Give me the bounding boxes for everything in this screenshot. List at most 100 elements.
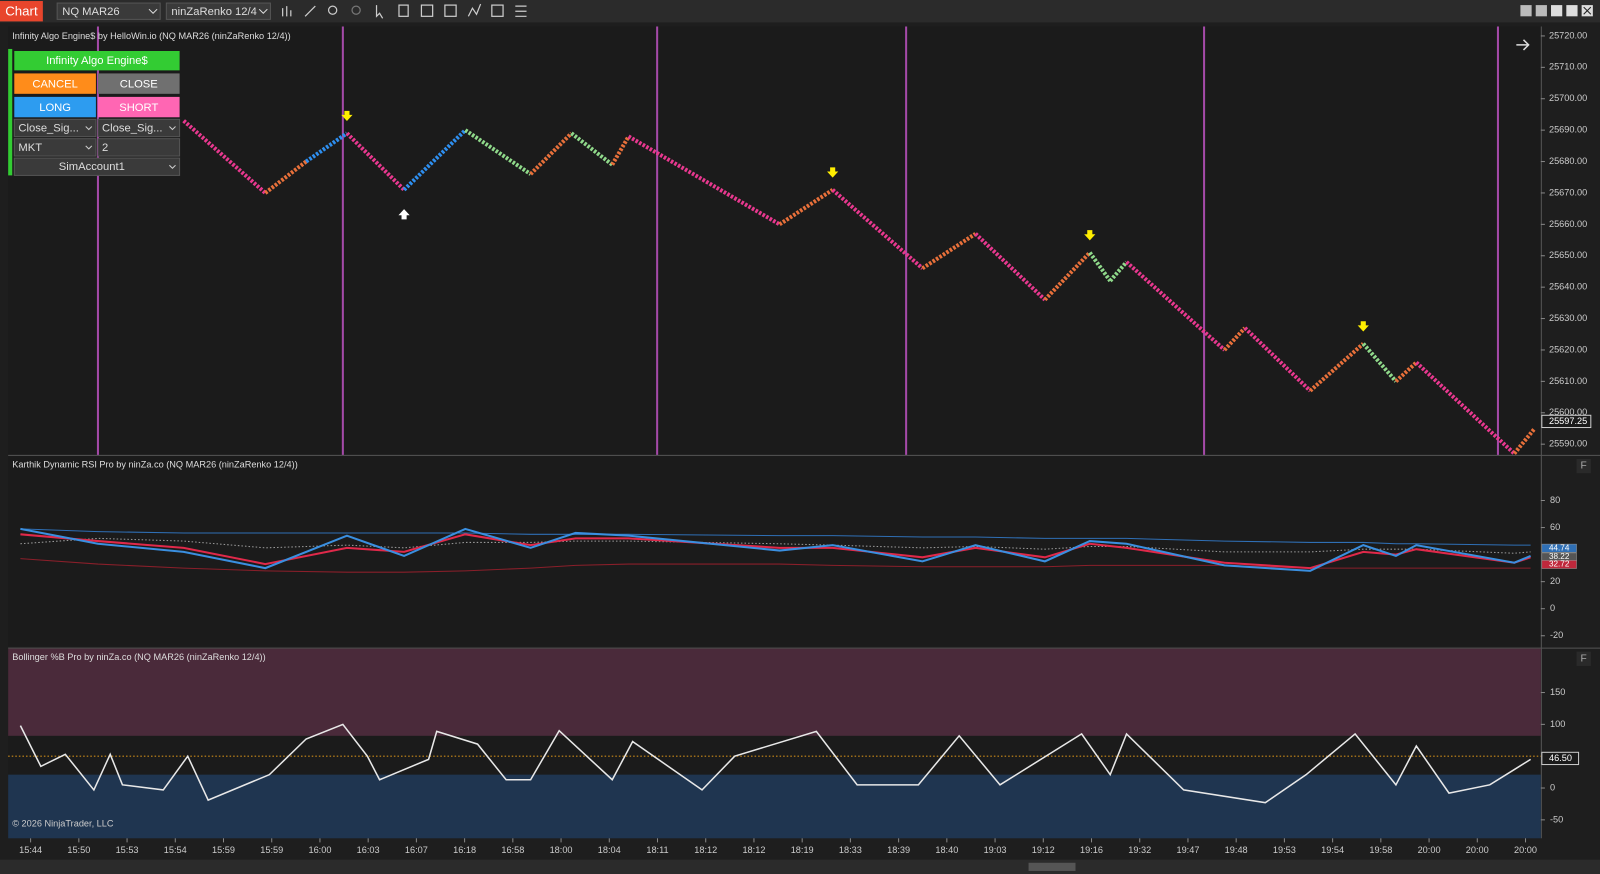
x-tick-label: 19:48 [1225, 845, 1248, 855]
layout-button[interactable] [1520, 5, 1532, 17]
x-tick-label: 18:33 [839, 845, 862, 855]
y-tick-label: 25630.00 [1549, 313, 1587, 323]
copyright: © 2026 NinjaTrader, LLC [12, 818, 114, 828]
value-label: 32.72 [1549, 560, 1570, 569]
chart-trader-icon[interactable] [491, 4, 504, 17]
x-tick-label: 20:00 [1514, 845, 1537, 855]
value-label: 44.74 [1549, 543, 1570, 552]
button-label: SHORT [119, 102, 158, 114]
y-tick-label: -50 [1550, 814, 1563, 824]
signal-select[interactable] [13, 118, 97, 138]
field-label: Close_Sig... [102, 122, 163, 134]
renko-segment [974, 232, 1047, 302]
x-tick-label: 18:00 [550, 845, 573, 855]
y-tick-label: 25610.00 [1549, 376, 1587, 386]
x-tick-label: 20:00 [1466, 845, 1489, 855]
y-tick-label: -20 [1550, 630, 1563, 640]
button-label: LONG [39, 102, 71, 114]
y-tick-label: 25600.00 [1549, 407, 1587, 417]
price-panel [8, 26, 1541, 455]
renko-segment [921, 232, 977, 271]
y-tick-label: 25640.00 [1549, 282, 1587, 292]
dropdown-caret [148, 8, 158, 14]
rsi-line [20, 537, 1531, 554]
template-icon[interactable] [420, 4, 434, 17]
x-tick-label: 16:58 [501, 845, 524, 855]
field-label: SimAccount1 [59, 161, 125, 173]
f-button[interactable] [1576, 458, 1591, 474]
properties-icon[interactable] [398, 4, 409, 17]
x-tick-label: 16:07 [405, 845, 428, 855]
bars-icon[interactable] [282, 6, 292, 17]
f-button[interactable] [1576, 651, 1591, 666]
x-tick-label: 16:18 [453, 845, 476, 855]
zoom-in-icon[interactable] [327, 5, 338, 15]
renko-segment [1414, 361, 1516, 456]
quantity-input[interactable] [97, 138, 181, 157]
instrument-select[interactable] [56, 2, 161, 20]
y-tick-label: 25660.00 [1549, 219, 1587, 229]
x-tick-label: 19:12 [1032, 845, 1055, 855]
renko-segment [610, 135, 631, 166]
bb-line [19, 723, 1532, 804]
rsi-panel-title: Karthik Dynamic RSI Pro by ninZa.co (NQ … [12, 459, 298, 469]
bar-type-select[interactable] [165, 2, 271, 20]
y-tick-label: 25700.00 [1549, 93, 1587, 103]
close-x [1583, 6, 1592, 15]
x-tick-label: 19:53 [1273, 845, 1296, 855]
y-tick-label: 25670.00 [1549, 187, 1587, 197]
y-tick-label: 25620.00 [1549, 344, 1587, 354]
signal-arrow [1084, 230, 1096, 241]
y-tick-label: 0 [1550, 603, 1555, 613]
renko-segment [1043, 251, 1092, 302]
y-tick-label: 60 [1550, 522, 1560, 532]
renko-segment [1108, 260, 1129, 283]
window-controls [1520, 5, 1593, 17]
y-tick-label: 20 [1550, 576, 1560, 586]
y-tick-label: 25710.00 [1549, 62, 1587, 72]
f-button-icon: F [1581, 654, 1587, 665]
x-tick-label: 19:58 [1369, 845, 1392, 855]
cancel-button[interactable] [14, 73, 96, 94]
minimize-button[interactable] [1551, 5, 1563, 17]
indicators-icon[interactable] [444, 4, 457, 17]
strategies-icon[interactable] [467, 3, 482, 17]
upper-zone [8, 648, 1541, 736]
renko-segment [1308, 342, 1365, 393]
y-tick-label: 0 [1550, 782, 1555, 792]
signal-select[interactable] [97, 118, 181, 138]
plot-layer: 25590.00 25600.00 25610.00 25620.00 25630.00… [8, 26, 1592, 855]
value-label: 38.22 [1549, 552, 1570, 561]
panel-header-label: Infinity Algo Engine$ [46, 55, 148, 67]
order-type-select[interactable] [13, 138, 97, 157]
panel-accent [8, 48, 13, 176]
short-button[interactable] [97, 96, 180, 118]
layout-button[interactable] [1535, 5, 1547, 17]
renko-segment [1125, 260, 1226, 352]
renko-segment [1222, 326, 1247, 352]
bar-type-label: ninZaRenko 12/4 [171, 6, 256, 18]
chart-tab[interactable] [0, 1, 43, 22]
value-label-box [1541, 560, 1577, 569]
long-button[interactable] [14, 96, 96, 118]
x-tick-label: 19:16 [1080, 845, 1103, 855]
close-button[interactable] [97, 73, 180, 94]
account-select[interactable] [13, 157, 181, 176]
value-label-box [1541, 543, 1577, 553]
renko-segment [1512, 427, 1537, 455]
x-tick-label: 19:03 [984, 845, 1007, 855]
y-tick-label: 150 [1550, 687, 1565, 697]
pointer-icon[interactable] [375, 5, 384, 19]
zoom-out-icon[interactable] [351, 5, 361, 15]
scroll-to-end[interactable] [1516, 39, 1530, 51]
toolbar-icons [282, 3, 527, 19]
renko-segment [402, 128, 467, 192]
scroll-thumb[interactable] [1028, 862, 1076, 871]
x-tick-label: 15:44 [19, 845, 42, 855]
draw-icon[interactable] [304, 5, 316, 17]
menu-icon[interactable] [515, 5, 527, 17]
maximize-button[interactable] [1566, 5, 1578, 17]
x-tick-label: 15:50 [67, 845, 90, 855]
x-tick-label: 19:32 [1128, 845, 1151, 855]
panel-header [14, 50, 180, 71]
